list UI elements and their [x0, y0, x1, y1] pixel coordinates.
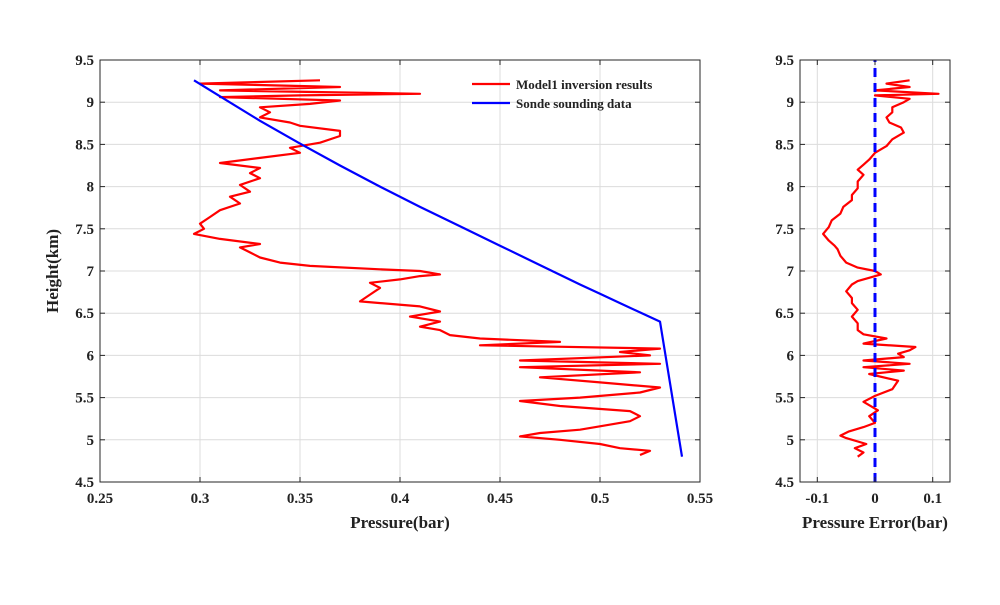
- y-tick-label: 4.5: [75, 475, 94, 491]
- y-tick-label: 5.5: [75, 391, 94, 407]
- y-tick-label: 5: [87, 433, 95, 449]
- x-tick-label: 0.1: [923, 491, 942, 507]
- y-tick-label: 9.5: [75, 53, 94, 69]
- x-axis-label: Pressure Error(bar): [802, 513, 948, 532]
- y-tick-label: 6.5: [75, 306, 94, 322]
- legend-label: Sonde sounding data: [516, 96, 632, 111]
- x-tick-label: 0.55: [687, 491, 713, 507]
- y-tick-label: 8.5: [775, 137, 794, 153]
- x-tick-label: -0.1: [805, 491, 829, 507]
- y-tick-label: 6: [87, 348, 95, 364]
- x-tick-label: 0.45: [487, 491, 513, 507]
- y-axis-label: Height(km): [43, 229, 62, 313]
- x-tick-label: 0.3: [191, 491, 210, 507]
- y-tick-label: 8.5: [75, 137, 94, 153]
- y-tick-label: 7.5: [75, 222, 94, 238]
- y-tick-label: 9: [787, 95, 795, 111]
- y-tick-label: 6.5: [775, 306, 794, 322]
- error-plot: -0.1 0 0.1 4.5 5 5.5 6 6.5 7 7.5 8 8.5 9 9.5 Pressure …: [775, 53, 951, 532]
- series-1-0: [822, 79, 940, 458]
- y-tick-label: 5: [787, 433, 795, 449]
- y-tick-label: 9.5: [775, 53, 794, 69]
- x-tick-label: 0.25: [87, 491, 113, 507]
- x-axis-label: Pressure(bar): [350, 513, 449, 532]
- main-plot: 0.25 0.3 0.35 0.4 0.45 0.5 0.55 4.5 5 5.5 6 6.5 7 7.5…: [43, 53, 713, 532]
- x-tick-label: 0.4: [391, 491, 410, 507]
- y-tick-label: 9: [87, 95, 95, 111]
- y-tick-label: 8: [87, 180, 95, 196]
- series-sonde-sounding-data: [193, 79, 684, 457]
- y-tick-label: 7: [787, 264, 795, 280]
- y-tick-label: 8: [787, 180, 795, 196]
- y-tick-label: 7.5: [775, 222, 794, 238]
- y-tick-label: 5.5: [775, 391, 794, 407]
- series-model1-inversion-results: [192, 79, 662, 457]
- y-tick-label: 6: [787, 348, 795, 364]
- y-tick-label: 7: [87, 264, 95, 280]
- y-tick-label: 4.5: [775, 475, 794, 491]
- x-tick-label: 0.35: [287, 491, 313, 507]
- x-tick-label: 0: [871, 491, 879, 507]
- legend-label: Model1 inversion results: [516, 77, 652, 92]
- x-tick-label: 0.5: [591, 491, 610, 507]
- legend: Model1 inversion results Sonde sounding d…: [472, 77, 652, 111]
